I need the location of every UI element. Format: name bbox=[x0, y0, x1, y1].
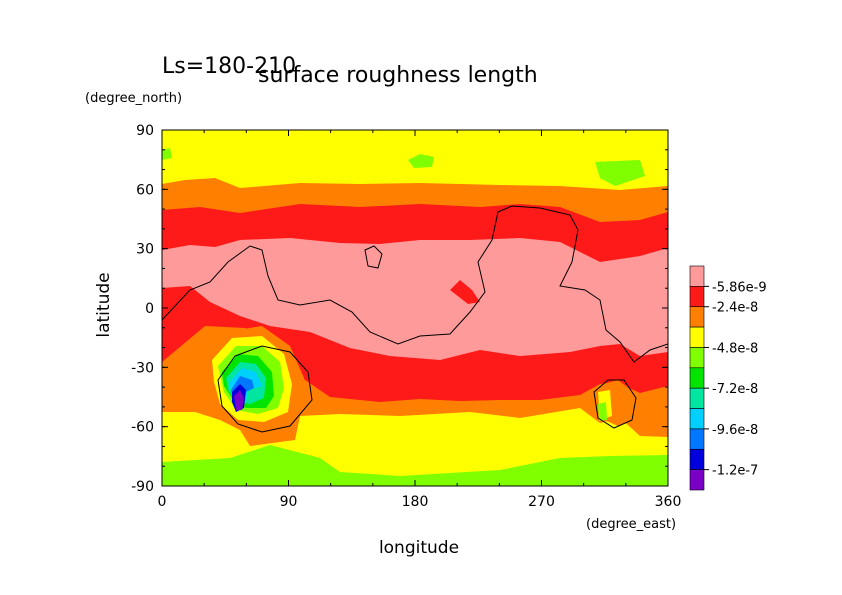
colorbar-swatch bbox=[689, 367, 705, 389]
colorbar-swatch bbox=[689, 387, 705, 409]
colorbar-swatch bbox=[689, 428, 705, 450]
green-band-south bbox=[162, 445, 668, 486]
colorbar-swatch bbox=[689, 408, 705, 430]
x-tick-label: 270 bbox=[528, 494, 555, 510]
x-tick-label: 360 bbox=[655, 494, 682, 510]
colorbar-label: -1.2e-7 bbox=[712, 464, 758, 479]
x-units: (degree_east) bbox=[586, 517, 676, 532]
y-axis-label: latitude bbox=[94, 272, 114, 337]
y-tick-label: 0 bbox=[145, 301, 154, 317]
x-tick-label: 0 bbox=[158, 494, 167, 510]
colorbar-label: -4.8e-8 bbox=[712, 341, 758, 356]
x-tick-label: 90 bbox=[280, 494, 298, 510]
pink-band bbox=[162, 238, 668, 360]
colorbar-label: -9.6e-8 bbox=[712, 423, 758, 438]
x-axis-label: longitude bbox=[379, 538, 459, 558]
colorbar-label: -7.2e-8 bbox=[712, 382, 758, 397]
y-tick-label: 90 bbox=[136, 123, 154, 139]
plot-area bbox=[161, 129, 669, 487]
y-tick-label: 60 bbox=[136, 182, 154, 198]
x-axis-ticks: 0 90 180 270 360 bbox=[158, 130, 682, 510]
green-patch-north bbox=[408, 154, 434, 168]
topography-contour-main bbox=[162, 205, 668, 363]
green-patch-east bbox=[598, 402, 607, 421]
green-patch-west bbox=[162, 148, 172, 160]
topography-contour-west-basin bbox=[217, 345, 313, 433]
y-tick-label: -90 bbox=[131, 479, 154, 495]
colorbar-label: -5.86e-9 bbox=[712, 280, 767, 295]
colorbar-legend: -5.86e-9 -2.4e-8 -4.8e-8 -7.2e-8 -9.6e-8 -1.2… bbox=[689, 265, 767, 491]
colorbar-swatch bbox=[689, 448, 705, 470]
chart-title: surface roughness length bbox=[258, 63, 538, 88]
colorbar-swatch bbox=[689, 265, 705, 287]
y-tick-label: 30 bbox=[136, 242, 154, 258]
green-patch-north-east bbox=[595, 160, 645, 186]
purple-core bbox=[234, 390, 244, 410]
colorbar-swatch bbox=[689, 347, 705, 369]
colorbar-swatch bbox=[689, 469, 705, 491]
y-units: (degree_north) bbox=[85, 91, 182, 106]
topography-contour-east-basin bbox=[593, 379, 637, 429]
colorbar-swatch bbox=[689, 326, 705, 348]
topography-contour-small-north bbox=[364, 245, 383, 269]
x-tick-label: 180 bbox=[402, 494, 429, 510]
colorbar-label: -2.4e-8 bbox=[712, 301, 758, 316]
colorbar-swatch bbox=[689, 306, 705, 328]
chart-subtitle: Ls=180-210 bbox=[162, 54, 296, 79]
y-tick-label: -30 bbox=[131, 360, 154, 376]
y-axis-ticks: 90 60 30 0 -30 -60 -90 bbox=[131, 123, 668, 495]
colorbar-swatch bbox=[689, 286, 705, 308]
red-inset-patch bbox=[450, 280, 480, 304]
y-tick-label: -60 bbox=[131, 420, 154, 436]
